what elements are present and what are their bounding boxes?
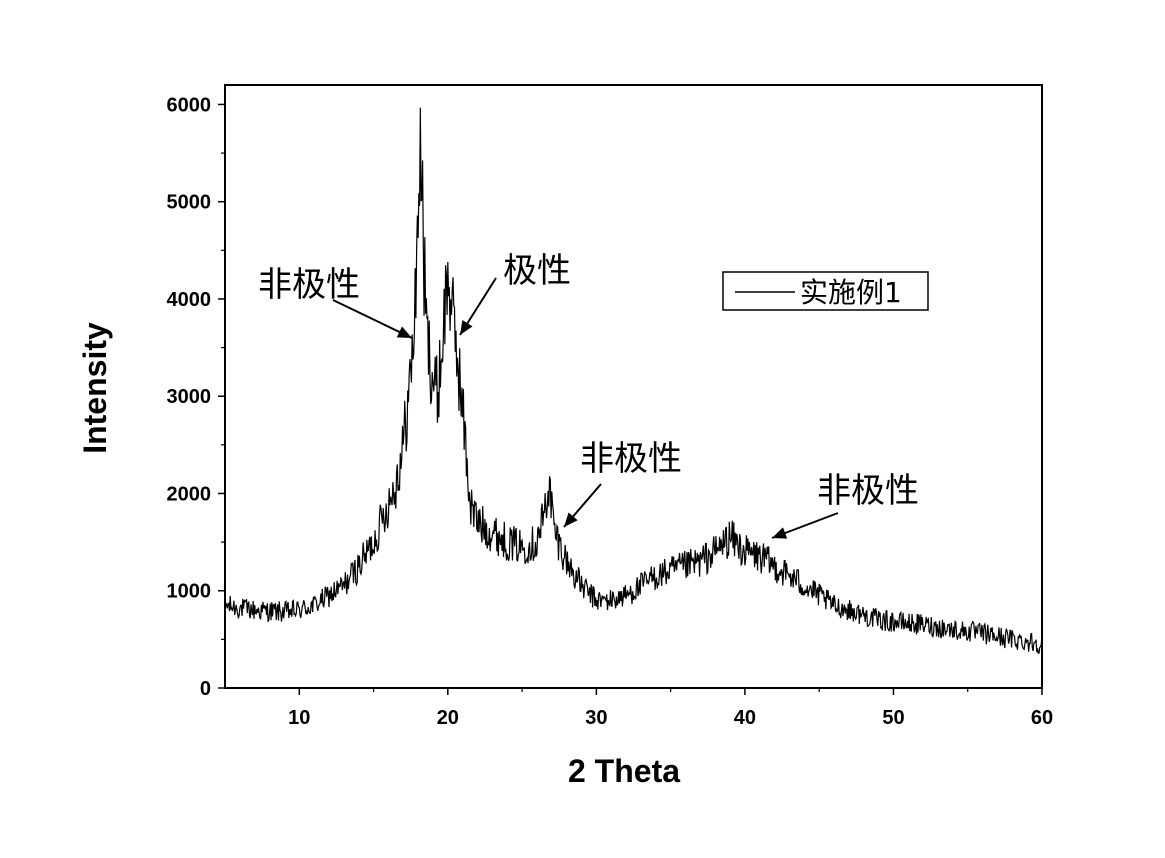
x-tick-label: 20 (437, 707, 459, 729)
y-tick-label: 4000 (167, 289, 212, 311)
y-tick-label: 0 (200, 678, 211, 700)
y-tick-label: 5000 (167, 192, 212, 214)
y-tick-label: 6000 (167, 94, 212, 116)
annotation-arrowhead (772, 527, 787, 538)
x-axis-title: 2 Theta (568, 753, 680, 789)
axes: 10 20 30 40 50 60 0 1000 2000 3000 4000 5000 6000 (167, 94, 1054, 729)
y-axis-title: Intensity (77, 322, 113, 454)
annotation-label: 非极性 (817, 471, 919, 511)
legend: 实施例1 (723, 272, 928, 310)
x-tick-label: 30 (585, 707, 607, 729)
x-tick-label: 50 (882, 707, 904, 729)
annotation-label: 非极性 (258, 265, 360, 305)
annotation-label: 极性 (503, 251, 571, 291)
y-tick-label: 1000 (167, 581, 212, 603)
legend-entry: 实施例1 (800, 276, 902, 309)
annotation-label: 非极性 (580, 439, 682, 479)
series-line-实施例1 (225, 108, 1042, 654)
y-tick-label: 3000 (167, 386, 212, 408)
annotation-arrowhead (460, 320, 473, 335)
x-tick-label: 60 (1031, 707, 1053, 729)
x-tick-label: 40 (734, 707, 756, 729)
y-tick-label: 2000 (167, 483, 212, 505)
x-tick-label: 10 (288, 707, 310, 729)
